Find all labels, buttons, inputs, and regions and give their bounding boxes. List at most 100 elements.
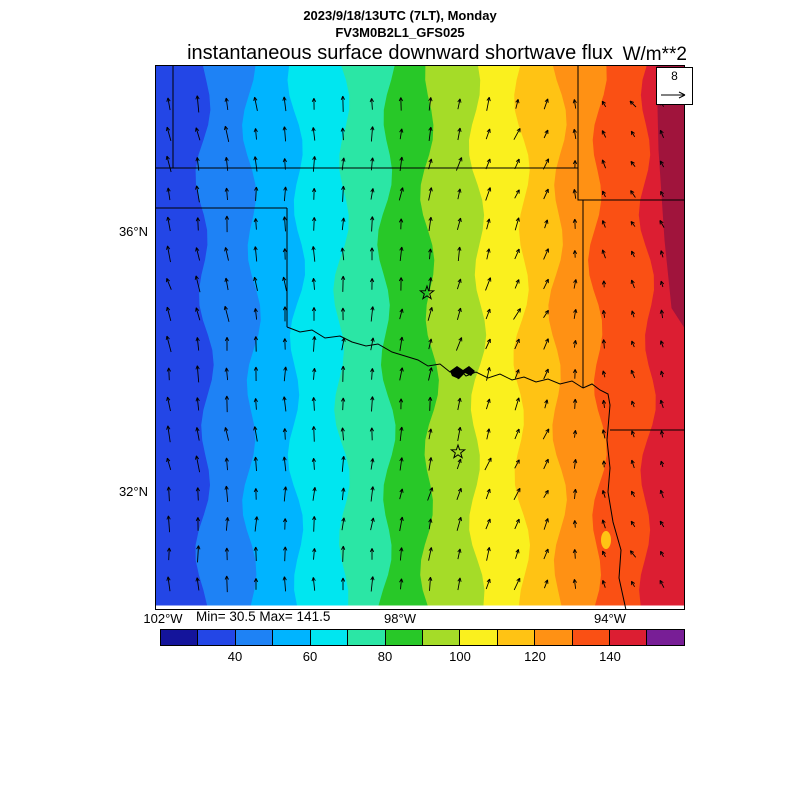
- wind-arrow-icon: [456, 458, 462, 470]
- wind-arrow-icon: [224, 215, 230, 233]
- wind-arrow-icon: [573, 308, 578, 319]
- wind-arrow-icon: [573, 488, 578, 499]
- wind-arrow-icon: [601, 159, 607, 169]
- colorbar-tick-label: 60: [302, 649, 318, 664]
- wind-arrow-icon: [428, 126, 433, 141]
- stats-minmax: Min= 30.5 Max= 141.5: [196, 609, 331, 624]
- wind-arrow-icon: [167, 547, 172, 561]
- wind-arrow-icon: [631, 340, 636, 348]
- wind-arrow-icon: [543, 579, 549, 589]
- wind-arrow-icon: [456, 217, 462, 231]
- wind-arrow-icon: [398, 218, 404, 230]
- wind-arrow-icon: [572, 578, 577, 589]
- wind-arrow-icon: [370, 216, 375, 232]
- wind-arrow-icon: [455, 157, 463, 171]
- wind-arrow-icon: [195, 157, 200, 171]
- wind-arrow-icon: [312, 516, 317, 532]
- lon-label: 94°W: [594, 611, 626, 626]
- wind-arrow-icon: [428, 158, 433, 170]
- colorbar-segment: [235, 630, 274, 645]
- wind-arrow-icon: [630, 459, 635, 469]
- wind-arrow-icon: [340, 247, 345, 261]
- wind-arrow-icon: [428, 277, 433, 291]
- wind-arrow-icon: [399, 457, 404, 471]
- wind-arrow-icon: [253, 128, 258, 140]
- wind-arrow-icon: [399, 488, 404, 500]
- wind-arrow-icon: [659, 340, 664, 348]
- wind-arrow-icon: [631, 430, 636, 438]
- wind-arrow-icon: [572, 430, 578, 438]
- wind-arrow-icon: [428, 457, 433, 471]
- wind-arrow-icon: [428, 396, 433, 411]
- wind-arrow-icon: [514, 248, 520, 260]
- wind-arrow-icon: [195, 517, 201, 531]
- wind-arrow-icon: [572, 549, 577, 559]
- wind-arrow-icon: [513, 308, 521, 320]
- wind-arrow-icon: [398, 398, 404, 410]
- wind-arrow-icon: [311, 577, 316, 591]
- wind-arrow-icon: [659, 399, 664, 409]
- colorbar-tick-label: 40: [227, 649, 243, 664]
- wind-arrow-icon: [659, 430, 665, 438]
- wind-arrow-icon: [484, 457, 492, 471]
- wind-arrow-icon: [312, 217, 317, 231]
- colorbar-segment: [647, 630, 684, 645]
- wind-arrow-icon: [601, 370, 607, 378]
- wind-arrow-icon: [340, 95, 346, 112]
- city-star-marker: [449, 443, 467, 459]
- wind-arrow-icon: [224, 485, 229, 503]
- wind-arrow-icon: [253, 308, 258, 320]
- wind-arrow-icon: [369, 427, 375, 441]
- wind-arrow-icon: [399, 246, 404, 262]
- wind-arrow-icon: [166, 515, 171, 533]
- wind-arrow-icon: [601, 489, 606, 498]
- wind-arrow-icon: [457, 548, 462, 560]
- wind-arrow-icon: [370, 126, 375, 142]
- wind-arrow-icon: [486, 367, 491, 381]
- wind-arrow-icon: [311, 187, 317, 200]
- wind-arrow-icon: [165, 155, 172, 173]
- wind-arrow-icon: [630, 369, 636, 379]
- wind-arrow-icon: [543, 129, 549, 139]
- wind-arrow-icon: [660, 550, 664, 558]
- wind-arrow-icon: [282, 158, 287, 170]
- wind-arrow-icon: [195, 577, 200, 591]
- wind-arrow-icon: [428, 187, 433, 201]
- wind-arrow-icon: [660, 280, 665, 288]
- wind-arrow-icon: [253, 246, 258, 262]
- colorbar-tick-label: 100: [449, 649, 471, 664]
- wind-arrow-icon: [602, 190, 606, 198]
- wind-arrow-icon: [631, 250, 635, 258]
- colorbar-segment: [348, 630, 386, 645]
- wind-arrow-icon: [485, 518, 491, 530]
- wind-arrow-icon: [253, 488, 259, 500]
- wind-arrow-icon: [602, 550, 606, 558]
- wind-arrow-icon: [630, 580, 635, 588]
- wind-arrow-icon: [514, 518, 520, 530]
- wind-arrow-icon: [514, 338, 520, 350]
- colorbar-segment: [198, 630, 236, 645]
- wind-arrow-icon: [369, 278, 375, 290]
- wind-arrow-icon: [486, 428, 491, 440]
- wind-arrow-icon: [630, 220, 636, 227]
- wind-arrow-icon: [253, 456, 258, 472]
- wind-arrow-icon: [312, 487, 317, 501]
- wind-arrow-icon: [341, 545, 346, 562]
- wind-arrow-icon: [282, 576, 287, 592]
- wind-arrow-icon: [282, 306, 288, 322]
- wind-arrow-icon: [165, 126, 172, 142]
- wind-arrow-icon: [486, 248, 491, 260]
- lat-label: 32°N: [118, 484, 148, 499]
- wind-arrow-icon: [224, 395, 230, 413]
- wind-arrow-icon: [195, 247, 201, 261]
- wind-arrow-icon: [165, 335, 172, 353]
- wind-vectors: [165, 95, 665, 593]
- wind-arrow-icon: [340, 307, 346, 321]
- colorbar-segment: [273, 630, 311, 645]
- wind-arrow-icon: [253, 398, 258, 410]
- wind-arrow-icon: [427, 487, 434, 501]
- wind-arrow-icon: [283, 366, 288, 382]
- colorbar-segment: [535, 630, 573, 645]
- wind-arrow-icon: [572, 340, 578, 348]
- wind-arrow-icon: [659, 309, 664, 319]
